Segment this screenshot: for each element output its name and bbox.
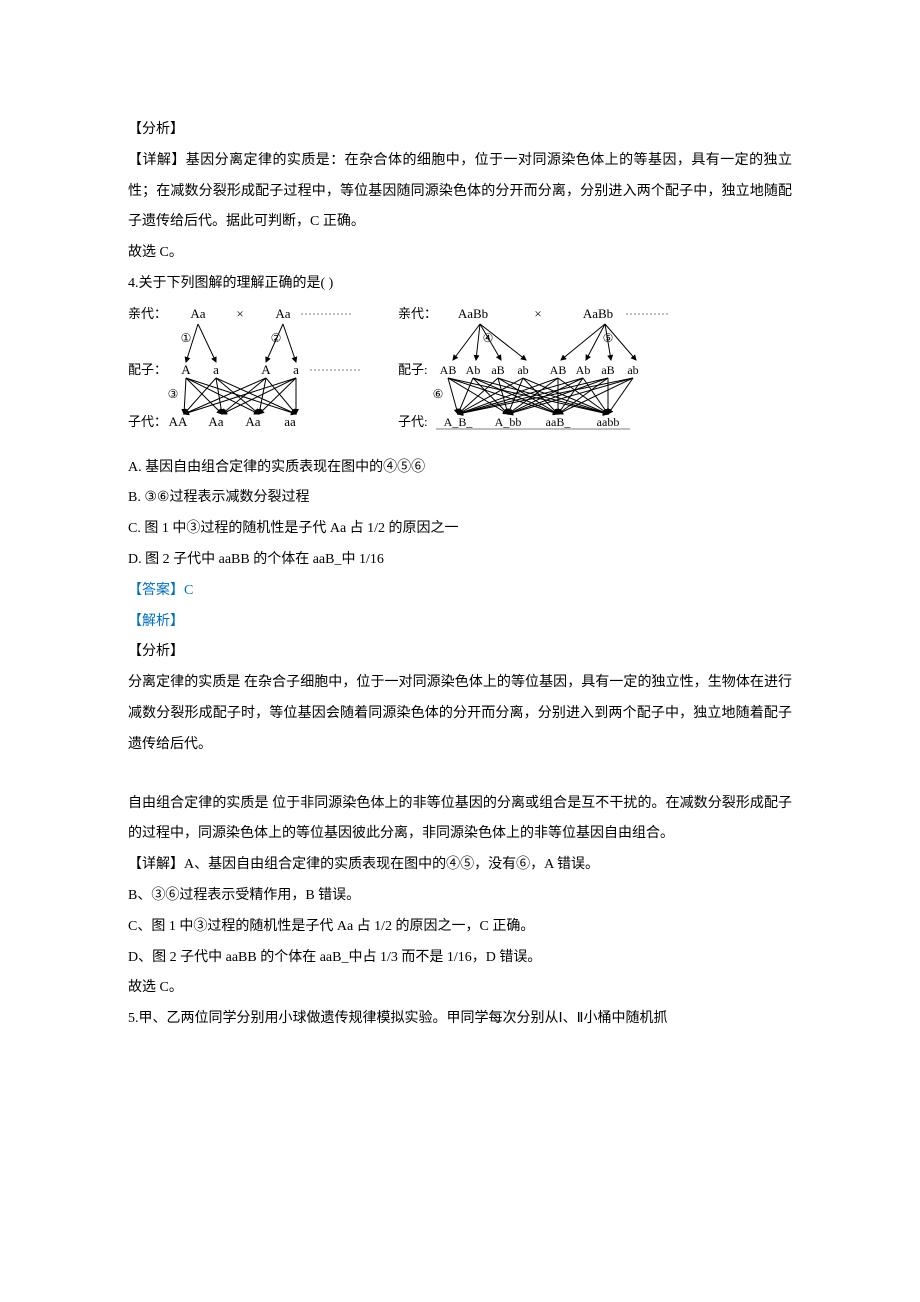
svg-text:A_bb: A_bb <box>495 415 522 429</box>
svg-text:a: a <box>213 362 219 377</box>
svg-text:AaBb: AaBb <box>458 306 488 321</box>
svg-text:ab: ab <box>627 363 638 377</box>
question-4-stem: 4.关于下列图解的理解正确的是( ) <box>128 269 792 300</box>
svg-text:⑤: ⑤ <box>603 331 614 345</box>
analysis-p2: 自由组合定律的实质是 位于非同源染色体上的非等位基因的分离或组合是互不干扰的。在… <box>128 789 792 851</box>
svg-text:子代：: 子代： <box>128 414 167 429</box>
svg-text:×: × <box>534 306 541 321</box>
detail-end: 故选 C。 <box>128 973 792 1004</box>
svg-text:aB: aB <box>491 363 504 377</box>
svg-text:①: ① <box>181 331 192 345</box>
option-b: B. ③⑥过程表示减数分裂过程 <box>128 483 792 514</box>
svg-text:A: A <box>181 362 191 377</box>
question-5-stem: 5.甲、乙两位同学分别用小球做遗传规律模拟实验。甲同学每次分别从Ⅰ、Ⅱ小桶中随机… <box>128 1004 792 1035</box>
svg-text:A_B_: A_B_ <box>444 415 474 429</box>
svg-text:ab: ab <box>517 363 528 377</box>
svg-text:Aa: Aa <box>190 306 205 321</box>
option-c: C. 图 1 中③过程的随机性是子代 Aa 占 1/2 的原因之一 <box>128 514 792 545</box>
svg-text:Aa: Aa <box>245 414 260 429</box>
diagram-svg: 亲代：Aa×Aa①②配子：AaAa③子代：AAAaAaaa亲代：AaBb×AaB… <box>128 304 688 434</box>
option-a: A. 基因自由组合定律的实质表现在图中的④⑤⑥ <box>128 453 792 484</box>
document-page: 【分析】 【详解】基因分离定律的实质是：在杂合体的细胞中，位于一对同源染色体上的… <box>0 0 920 1302</box>
answer-label: 【答案】C <box>128 576 792 607</box>
svg-text:×: × <box>236 306 243 321</box>
svg-text:AA: AA <box>169 414 188 429</box>
svg-text:AB: AB <box>550 363 567 377</box>
svg-text:亲代：: 亲代： <box>128 306 167 321</box>
analysis-heading-2: 【分析】 <box>128 637 792 668</box>
svg-text:a: a <box>293 362 299 377</box>
svg-text:Aa: Aa <box>275 306 290 321</box>
svg-text:AaBb: AaBb <box>583 306 613 321</box>
svg-text:A: A <box>261 362 271 377</box>
svg-text:aaB_: aaB_ <box>546 415 572 429</box>
detail-c: C、图 1 中③过程的随机性是子代 Aa 占 1/2 的原因之一，C 正确。 <box>128 912 792 943</box>
analysis-heading: 【分析】 <box>128 115 792 146</box>
detail-b: B、③⑥过程表示受精作用，B 错误。 <box>128 881 792 912</box>
analysis-p1: 分离定律的实质是 在杂合子细胞中，位于一对同源染色体上的等位基因，具有一定的独立… <box>128 668 792 760</box>
svg-text:aa: aa <box>284 414 296 429</box>
genetics-diagram: 亲代：Aa×Aa①②配子：AaAa③子代：AAAaAaaa亲代：AaBb×AaB… <box>128 304 792 447</box>
svg-text:Ab: Ab <box>466 363 481 377</box>
detail-a: 【详解】A、基因自由组合定律的实质表现在图中的④⑤，没有⑥，A 错误。 <box>128 850 792 881</box>
svg-text:亲代：: 亲代： <box>398 306 437 321</box>
svg-text:子代:: 子代: <box>398 414 428 429</box>
svg-text:④: ④ <box>483 331 494 345</box>
explanation-text: 【详解】基因分离定律的实质是：在杂合体的细胞中，位于一对同源染色体上的等基因，具… <box>128 146 792 238</box>
svg-text:②: ② <box>271 331 282 345</box>
svg-text:③: ③ <box>168 387 179 401</box>
svg-text:配子:: 配子: <box>398 362 428 377</box>
svg-text:aabb: aabb <box>597 415 620 429</box>
detail-d: D、图 2 子代中 aaBB 的个体在 aaB_中占 1/3 而不是 1/16，… <box>128 943 792 974</box>
svg-text:Ab: Ab <box>576 363 591 377</box>
svg-text:配子：: 配子： <box>128 362 167 377</box>
svg-text:aB: aB <box>601 363 614 377</box>
conclusion-text: 故选 C。 <box>128 238 792 269</box>
svg-text:Aa: Aa <box>208 414 223 429</box>
option-d: D. 图 2 子代中 aaBB 的个体在 aaB_中 1/16 <box>128 545 792 576</box>
jiexi-label: 【解析】 <box>128 607 792 638</box>
svg-text:AB: AB <box>440 363 457 377</box>
svg-text:⑥: ⑥ <box>433 387 444 401</box>
